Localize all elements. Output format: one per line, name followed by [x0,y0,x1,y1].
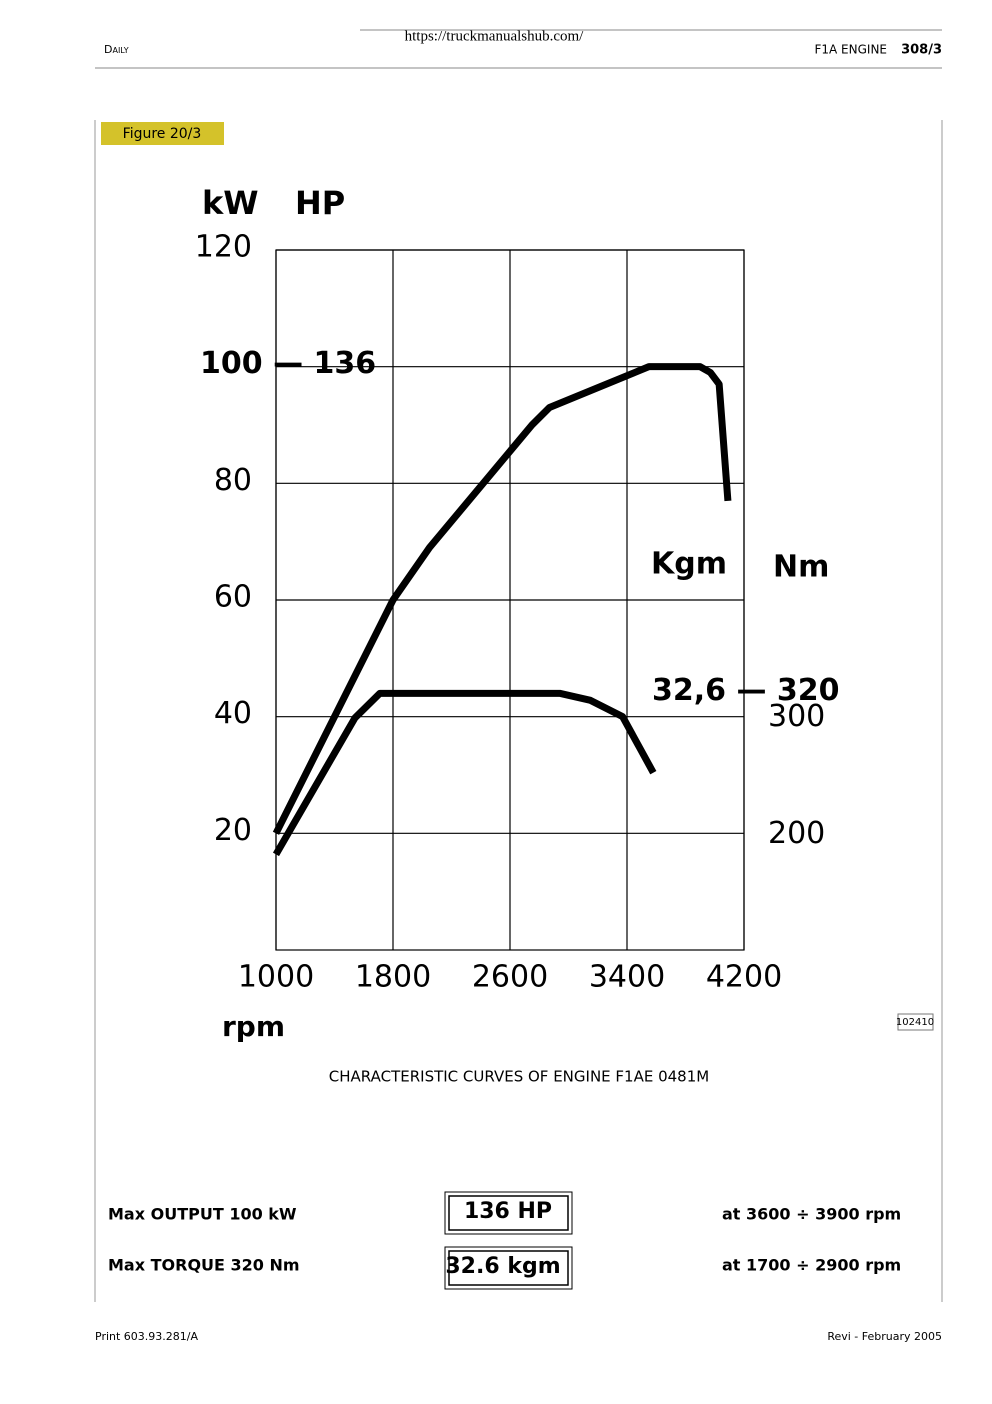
y-tick-label: 80 [214,463,252,498]
x-axis-label: rpm [222,1010,285,1043]
y-tick-label: 120 [195,230,252,265]
spec-value: 32.6 kgm [445,1254,560,1279]
spec-box [444,1191,573,1235]
y-axis-unit: HP [295,184,345,222]
y2-tick-label: 300 [768,699,825,734]
figure-label: Figure 20/3 [123,126,202,142]
x-tick-label: 2600 [472,960,548,995]
footer-right: Revi - February 2005 [827,1330,942,1343]
y-axis-unit: kW [202,184,259,222]
spec-box [448,1195,569,1231]
spec-label: Max TORQUE 320 Nm [108,1256,300,1275]
x-tick-label: 1800 [355,960,431,995]
footer-left: Print 603.93.281/A [95,1330,198,1343]
spec-range: at 3600 ÷ 3900 rpm [722,1205,901,1224]
spec-box [448,1250,569,1286]
y-tick-label: 60 [214,580,252,615]
x-tick-label: 1000 [238,960,314,995]
image-code: 102410 [896,1017,934,1028]
curve [272,689,657,857]
spec-range: at 1700 ÷ 2900 rpm [722,1256,901,1275]
y-tick-label: 40 [214,696,252,731]
y2-tick-label: 200 [768,816,825,851]
x-tick-label: 3400 [589,960,665,995]
figure-label-box [101,122,224,145]
header-section: F1A ENGINE [814,43,887,57]
x-tick-label: 4200 [706,960,782,995]
y-tick-label: 20 [214,813,252,848]
y2-tick-label: 32,6 — 320 [652,673,840,708]
caption: CHARACTERISTIC CURVES OF ENGINE F1AE 048… [329,1068,709,1086]
spec-box [444,1246,573,1290]
y2-axis-unit: Kgm [651,547,727,582]
image-code-box [897,1013,934,1031]
spec-value: 136 HP [464,1199,552,1224]
chart: 1000 1800 2600 3400 4200 20 40 60 80 100 — 136 120… [195,230,840,995]
curve [272,363,732,835]
spec-boxes [444,1191,573,1290]
header-left: Daily [104,43,129,56]
y2-axis-unit: Nm [773,550,829,585]
page-number: 308/3 [901,43,942,58]
source-url: https://truckmanualshub.com/ [405,28,585,44]
spec-label: Max OUTPUT 100 kW [108,1205,297,1224]
y-tick-label: 100 — 136 [200,346,376,381]
